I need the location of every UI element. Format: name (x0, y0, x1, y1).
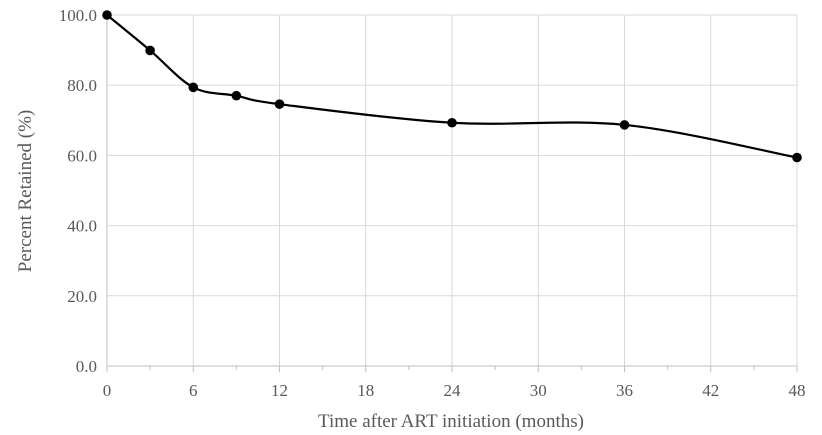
data-point (231, 90, 242, 101)
y-tick-label: 0.0 (76, 357, 97, 376)
axes (106, 15, 798, 372)
gridlines (107, 14, 798, 366)
x-axis-title: Time after ART initiation (months) (318, 411, 584, 432)
x-tick-label: 30 (530, 381, 547, 400)
x-tick-label: 12 (271, 381, 288, 400)
y-axis-title: Percent Retained (%) (15, 110, 36, 272)
x-tick-label: 48 (789, 381, 806, 400)
x-tick-label: 42 (702, 381, 719, 400)
data-point (792, 152, 802, 163)
tick-labels: 0.0 20.0 40.0 60.0 80.0 100.0 0 6 12 18 24 30 36 42 48 (59, 6, 806, 400)
y-tick-label: 80.0 (67, 76, 97, 95)
y-tick-label: 100.0 (59, 6, 97, 25)
data-point (188, 82, 199, 93)
x-tick-label: 24 (444, 381, 462, 400)
series (102, 10, 802, 163)
data-point (102, 10, 112, 20)
y-tick-label: 60.0 (67, 146, 97, 165)
data-point (274, 99, 285, 109)
x-tick-label: 6 (189, 381, 198, 400)
data-point (619, 120, 630, 130)
y-tick-label: 20.0 (67, 287, 97, 306)
x-tick-label: 0 (103, 381, 112, 400)
data-point (145, 45, 155, 56)
data-point (447, 117, 457, 128)
x-tick-label: 36 (616, 381, 633, 400)
y-tick-label: 40.0 (67, 217, 97, 236)
x-tick-label: 18 (357, 381, 374, 400)
